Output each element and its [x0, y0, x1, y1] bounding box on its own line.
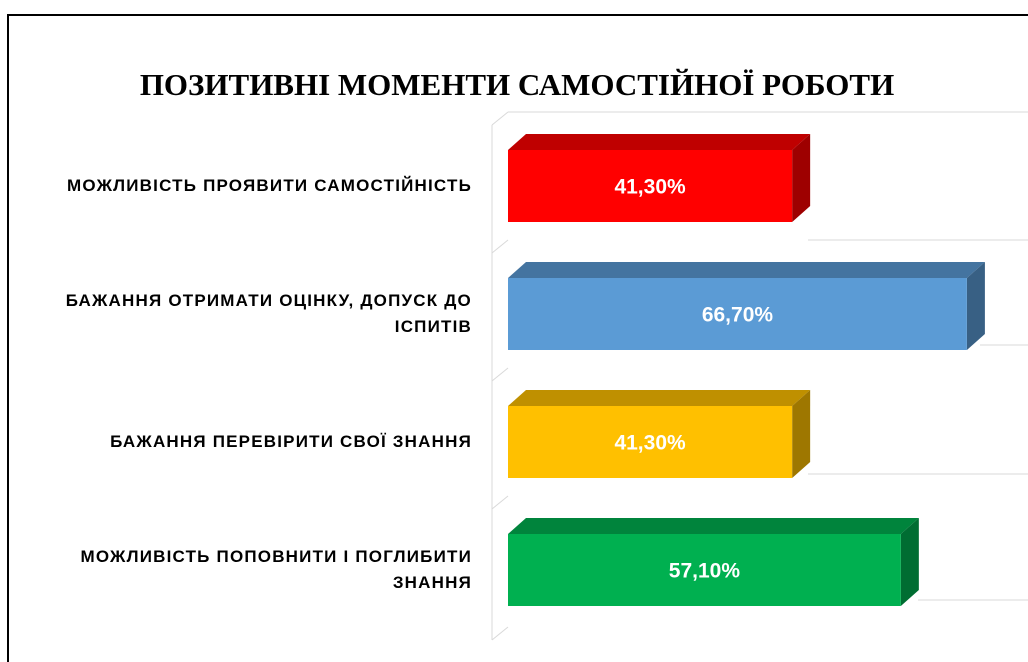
bar: [508, 406, 793, 478]
category-label: БАЖАННЯ ОТРИМАТИ ОЦІНКУ, ДОПУСК ДО ІСПИТ…: [65, 291, 472, 336]
bar-top: [508, 262, 985, 278]
bar-top: [508, 134, 811, 150]
bar-top: [508, 518, 919, 534]
bar-side: [792, 390, 811, 478]
bar-side: [900, 518, 919, 606]
bar: [508, 150, 793, 222]
category-label: МОЖЛИВІСТЬ ПОПОВНИТИ І ПОГЛИБИТИ ЗНАННЯ: [80, 547, 472, 592]
bar-side: [792, 134, 811, 222]
data-label: 41,30%: [614, 176, 686, 199]
frame: [7, 14, 1028, 662]
bar: [508, 534, 901, 606]
category-label: БАЖАННЯ ПЕРЕВІРИТИ СВОЇ ЗНАННЯ: [110, 432, 472, 451]
bar: [508, 278, 967, 350]
data-label: 41,30%: [614, 432, 686, 455]
category-label: МОЖЛИВІСТЬ ПРОЯВИТИ САМОСТІЙНІСТЬ: [67, 176, 472, 195]
bar-side: [966, 262, 985, 350]
bar-top: [508, 390, 811, 406]
data-label: 57,10%: [669, 560, 741, 583]
data-label: 66,70%: [702, 304, 774, 327]
chart-title: ПОЗИТИВНІ МОМЕНТИ САМОСТІЙНОЇ РОБОТИ: [140, 67, 894, 102]
wall: [491, 111, 1028, 641]
